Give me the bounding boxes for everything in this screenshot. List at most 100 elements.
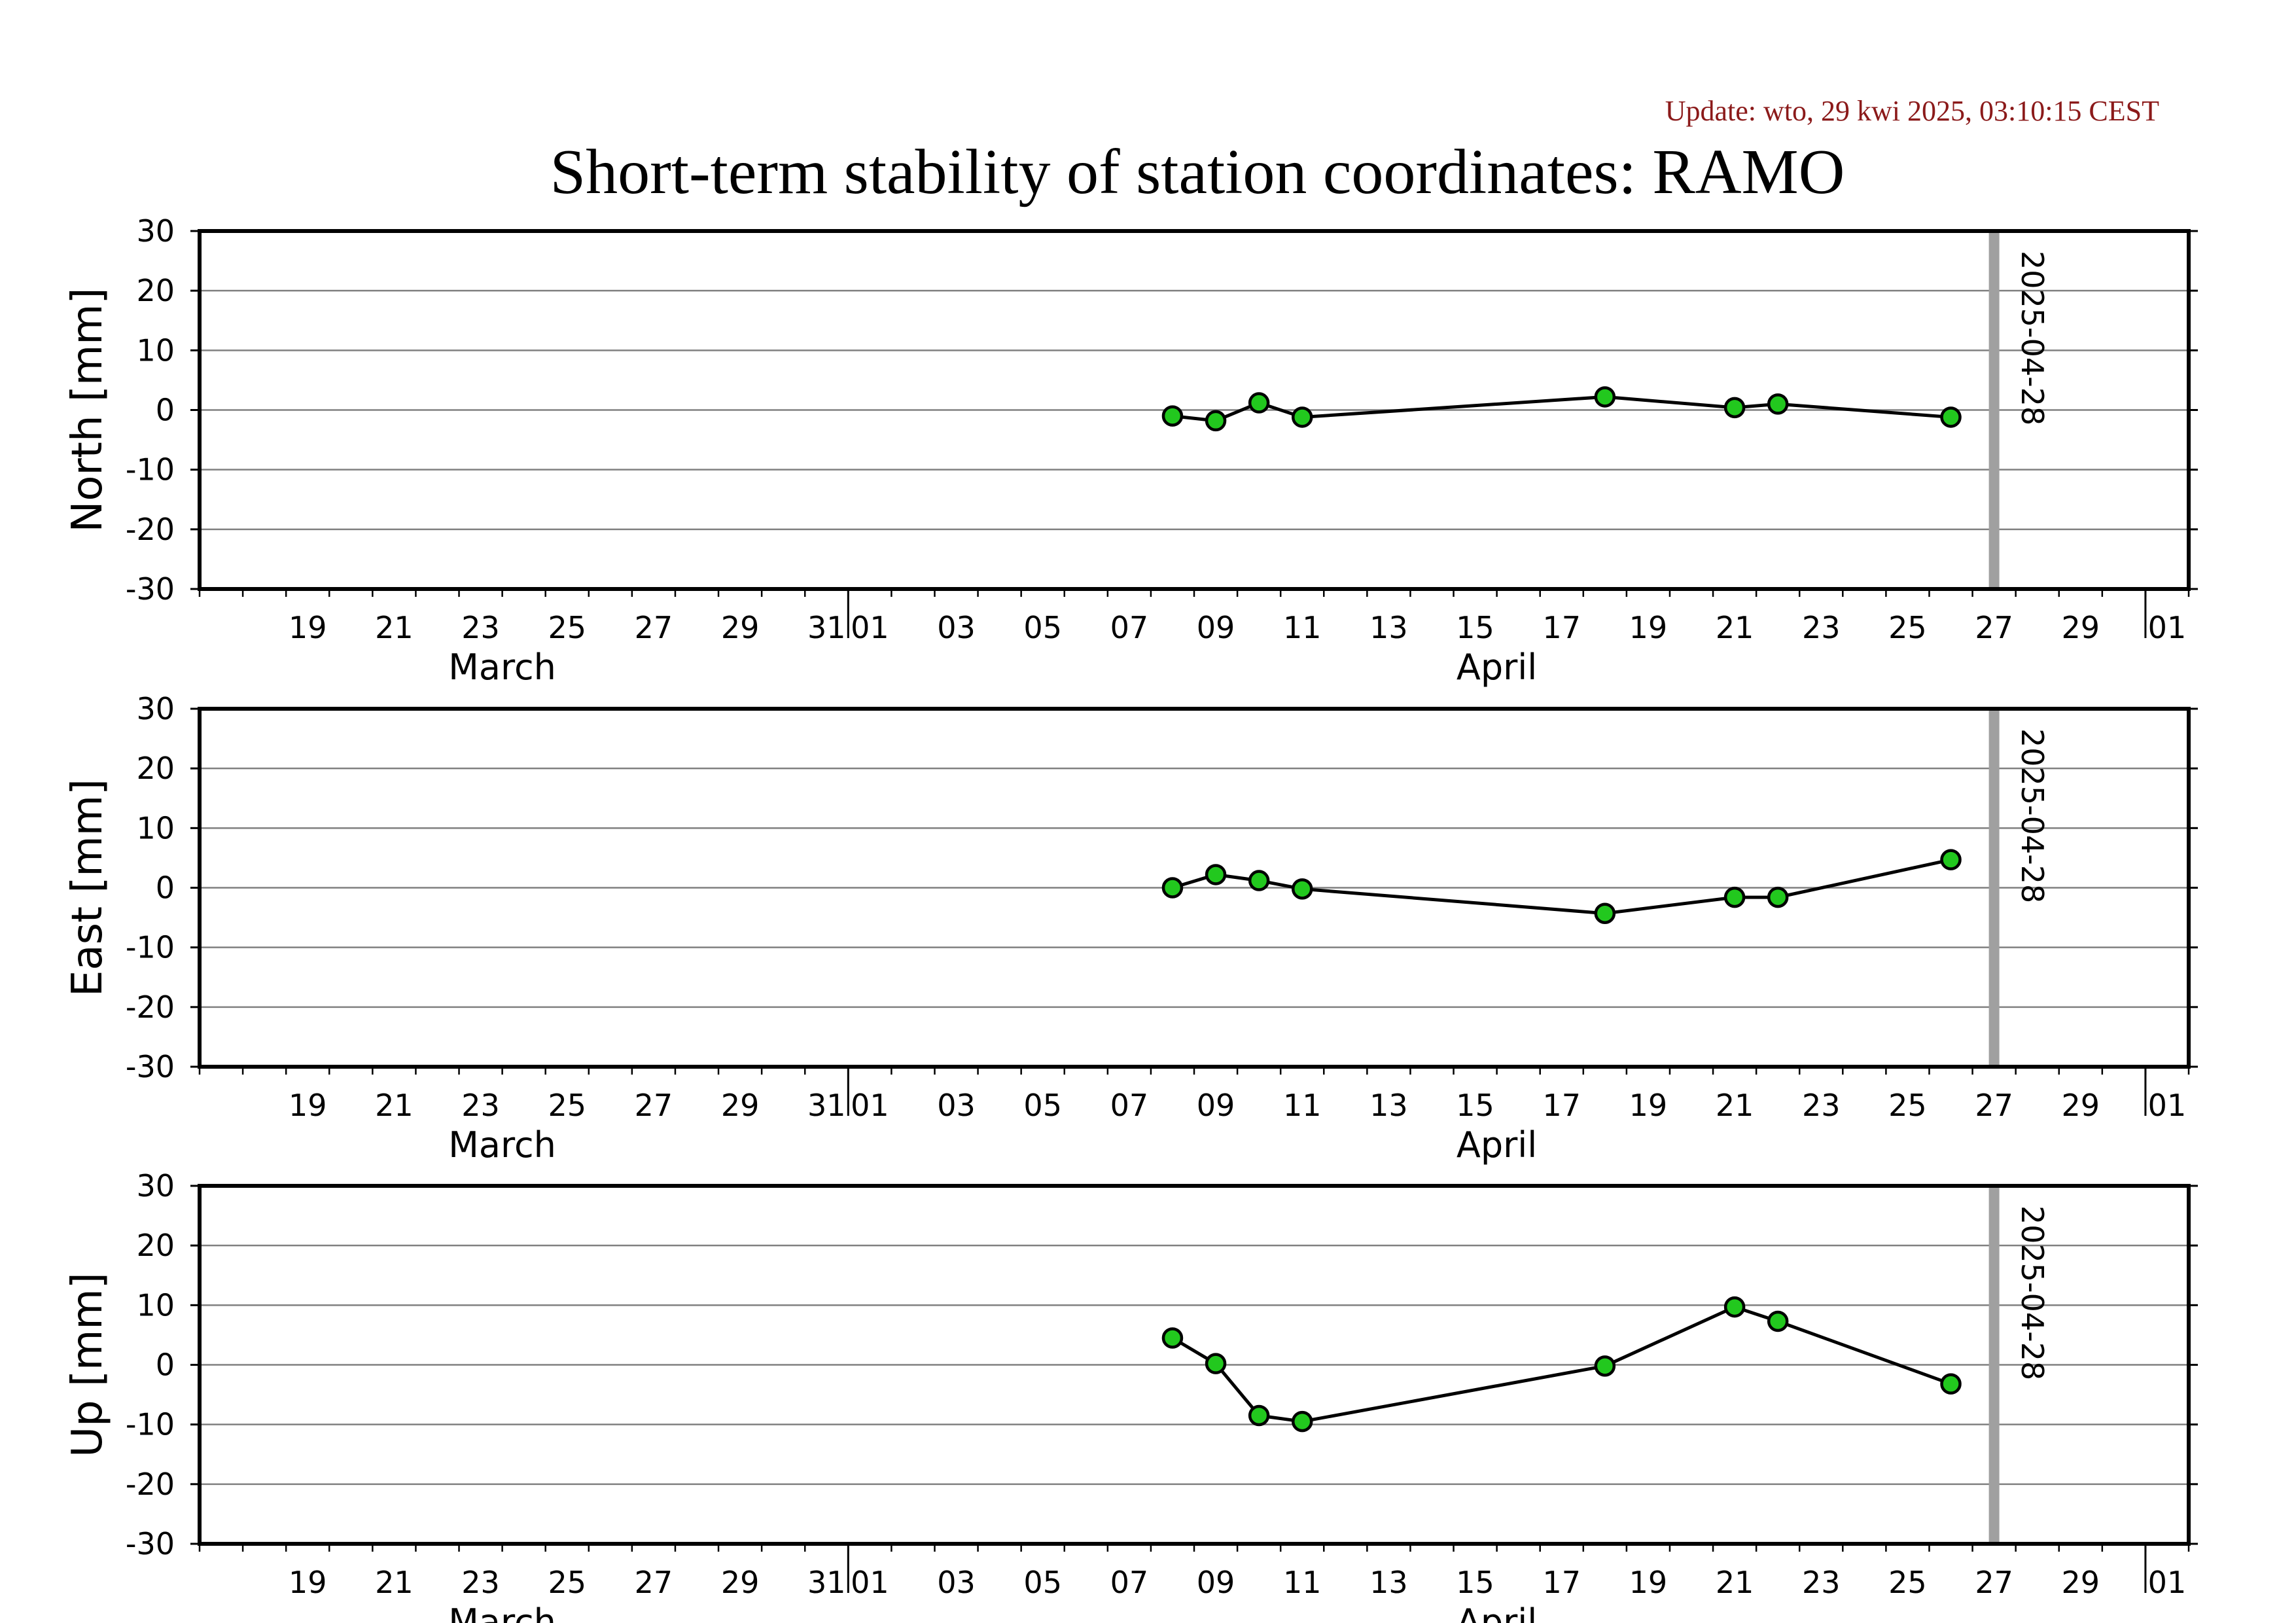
data-point bbox=[1161, 405, 1184, 427]
panel-up: 2025-04-28 30 20 10 0 -10 -20 -30 Up [mm] 19 21 23 2… bbox=[63, 1168, 2198, 1623]
x-tick-label: 21 bbox=[1716, 1565, 1754, 1600]
data-point bbox=[1161, 1327, 1184, 1349]
y-tick-label: -20 bbox=[126, 990, 175, 1025]
x-tick-label: 15 bbox=[1456, 1088, 1494, 1123]
x-tick-label: 25 bbox=[1888, 1088, 1927, 1123]
x-tick-label: 11 bbox=[1283, 1565, 1322, 1600]
data-point bbox=[1723, 397, 1746, 419]
x-tick-label: 03 bbox=[937, 1088, 976, 1123]
series-line bbox=[1172, 395, 1951, 423]
x-tick-label: 19 bbox=[289, 610, 327, 645]
x-tick-label: 13 bbox=[1369, 610, 1408, 645]
x-tick-label: 19 bbox=[1629, 1088, 1668, 1123]
reference-date-label: 2025-04-28 bbox=[2015, 1205, 2050, 1380]
x-tick-label: 07 bbox=[1110, 1565, 1149, 1600]
data-point bbox=[1205, 864, 1227, 885]
x-tick-label: 23 bbox=[1802, 610, 1841, 645]
panel-east: 2025-04-28 30 20 10 0 -10 -20 -30 East [mm] 19 21 2… bbox=[63, 691, 2198, 1166]
x-tick-label: 01 bbox=[851, 1088, 889, 1123]
y-tick-label: -20 bbox=[126, 1467, 175, 1502]
month-label: April bbox=[1457, 1124, 1537, 1166]
x-tick-label: 03 bbox=[937, 610, 976, 645]
x-tick-label: 01 bbox=[2148, 1088, 2187, 1123]
x-tick-label: 19 bbox=[289, 1088, 327, 1123]
x-tick-label: 13 bbox=[1369, 1565, 1408, 1600]
data-point bbox=[1767, 1310, 1789, 1332]
y-tick-label: 10 bbox=[136, 1287, 175, 1323]
y-tick-label: -10 bbox=[126, 1407, 175, 1442]
reference-date-label: 2025-04-28 bbox=[2015, 728, 2050, 903]
x-tick-label: 29 bbox=[721, 1565, 760, 1600]
x-tick-label: 27 bbox=[1975, 1088, 2013, 1123]
x-tick-label: 29 bbox=[2062, 1565, 2100, 1600]
data-point bbox=[1248, 870, 1270, 891]
data-point bbox=[1767, 393, 1789, 415]
x-tick-label: 19 bbox=[1629, 610, 1668, 645]
x-tick-label: 05 bbox=[1023, 610, 1062, 645]
x-tick-label: 13 bbox=[1369, 1088, 1408, 1123]
y-tick-label: 20 bbox=[136, 273, 175, 308]
data-point bbox=[1723, 886, 1746, 908]
data-point bbox=[1291, 1410, 1313, 1433]
data-point bbox=[1940, 406, 1962, 428]
month-label: March bbox=[448, 1601, 556, 1623]
x-tick-label: 03 bbox=[937, 1565, 976, 1600]
x-tick-label: 19 bbox=[289, 1565, 327, 1600]
x-tick-label: 21 bbox=[1716, 610, 1754, 645]
x-tick-label: 21 bbox=[375, 1565, 414, 1600]
x-tick-label: 27 bbox=[1975, 1565, 2013, 1600]
x-tick-label: 15 bbox=[1456, 610, 1494, 645]
x-tick-label: 19 bbox=[1629, 1565, 1668, 1600]
data-point bbox=[1205, 410, 1227, 432]
x-tick-label: 01 bbox=[2148, 610, 2187, 645]
x-tick-label: 07 bbox=[1110, 1088, 1149, 1123]
x-tick-label: 09 bbox=[1197, 610, 1235, 645]
x-tick-label: 31 bbox=[807, 610, 846, 645]
data-point bbox=[1161, 877, 1184, 899]
x-tick-label: 21 bbox=[1716, 1088, 1754, 1123]
x-tick-label: 07 bbox=[1110, 610, 1149, 645]
month-label: March bbox=[448, 647, 556, 688]
reference-date-label: 2025-04-28 bbox=[2015, 251, 2050, 425]
x-tick-label: 17 bbox=[1542, 1088, 1581, 1123]
x-tick-label: 27 bbox=[635, 1565, 673, 1600]
y-tick-label: 0 bbox=[156, 1347, 175, 1383]
y-axis-label: East [mm] bbox=[63, 779, 112, 997]
data-point bbox=[1594, 386, 1616, 408]
x-tick-label: 29 bbox=[2062, 610, 2100, 645]
data-point bbox=[1248, 392, 1270, 414]
x-tick-label: 27 bbox=[1975, 610, 2013, 645]
x-tick-label: 29 bbox=[721, 610, 760, 645]
x-tick-label: 27 bbox=[635, 1088, 673, 1123]
y-tick-label: 20 bbox=[136, 1228, 175, 1263]
month-label: April bbox=[1457, 647, 1537, 688]
y-tick-label: -30 bbox=[126, 571, 175, 607]
month-label: March bbox=[448, 1124, 556, 1166]
series-line bbox=[1172, 858, 1952, 916]
y-axis-label: Up [mm] bbox=[63, 1272, 112, 1457]
y-tick-label: 30 bbox=[136, 691, 175, 726]
data-point bbox=[1291, 406, 1313, 428]
x-tick-label: 23 bbox=[1802, 1565, 1841, 1600]
x-tick-label: 17 bbox=[1542, 1565, 1581, 1600]
x-tick-label: 25 bbox=[548, 610, 586, 645]
x-tick-label: 23 bbox=[461, 610, 500, 645]
x-tick-label: 25 bbox=[1888, 610, 1927, 645]
data-point bbox=[1940, 1373, 1962, 1395]
x-tick-label: 11 bbox=[1283, 1088, 1322, 1123]
x-tick-label: 25 bbox=[548, 1565, 586, 1600]
y-axis-label: North [mm] bbox=[63, 288, 112, 533]
chart-title: Short-term stability of station coordina… bbox=[550, 137, 1845, 207]
x-tick-label: 31 bbox=[807, 1088, 846, 1123]
y-tick-label: 20 bbox=[136, 751, 175, 786]
data-point bbox=[1767, 886, 1789, 908]
y-tick-label: 30 bbox=[136, 1168, 175, 1204]
x-tick-label: 21 bbox=[375, 610, 414, 645]
month-label: April bbox=[1457, 1601, 1537, 1623]
y-tick-label: -20 bbox=[126, 512, 175, 547]
x-tick-label: 29 bbox=[721, 1088, 760, 1123]
x-tick-label: 21 bbox=[375, 1088, 414, 1123]
x-tick-label: 27 bbox=[635, 610, 673, 645]
x-tick-label: 01 bbox=[851, 610, 889, 645]
data-point bbox=[1594, 902, 1616, 924]
